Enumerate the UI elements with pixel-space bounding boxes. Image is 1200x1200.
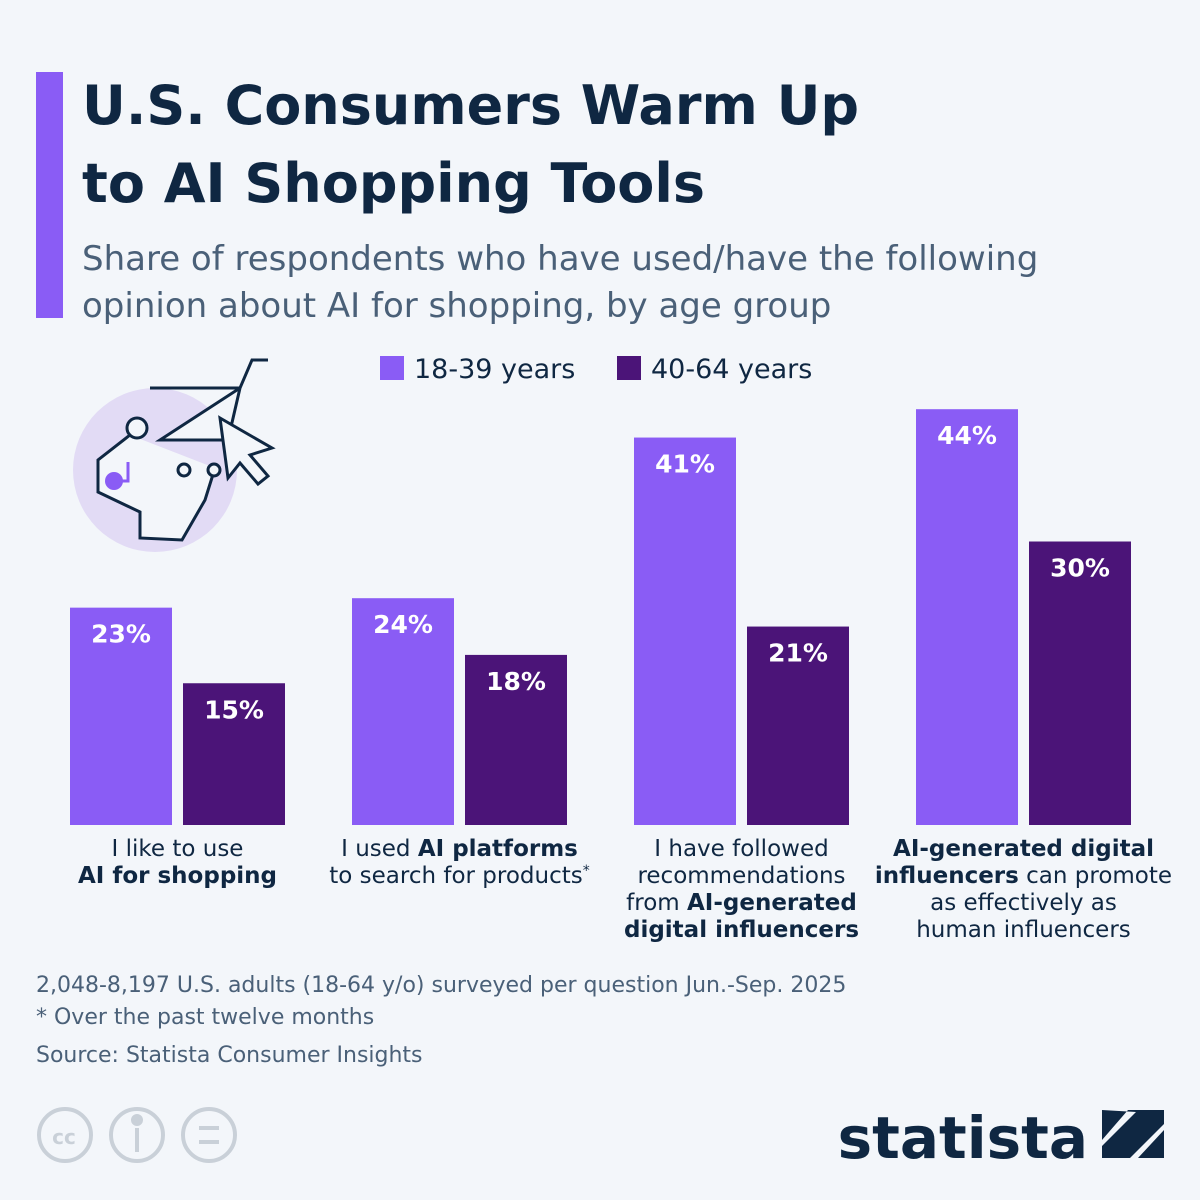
value-label: 41% — [655, 450, 715, 479]
brand-logo: statista — [838, 1104, 1088, 1172]
bar — [747, 626, 849, 825]
category-label-part: I like to use — [112, 836, 244, 862]
category-label-part: to search for products — [329, 863, 583, 889]
value-label: 44% — [937, 421, 997, 450]
value-label: 24% — [373, 610, 433, 639]
legend-swatch — [380, 356, 404, 380]
bar — [465, 654, 567, 825]
category-label: from AI-generated — [626, 890, 857, 916]
category-label: as effectively as — [930, 890, 1117, 916]
footnote: * Over the past twelve months — [36, 1005, 374, 1030]
bar — [352, 598, 454, 825]
license-icons — [37, 1107, 237, 1163]
category-label: AI-generated digital — [893, 836, 1154, 862]
category-label: I like to use — [112, 836, 244, 862]
bar — [70, 607, 172, 825]
legend-swatch — [617, 356, 641, 380]
brand-mark — [1102, 1110, 1164, 1158]
value-label: 18% — [486, 667, 546, 696]
category-label-part: from — [626, 890, 687, 916]
chart-subtitle: opinion about AI for shopping, by age gr… — [82, 286, 831, 326]
cc-text: cc — [52, 1125, 76, 1149]
category-label: I used AI platforms — [341, 836, 578, 862]
category-label-part: AI for shopping — [78, 863, 277, 889]
value-label: 21% — [768, 639, 828, 668]
legend-label: 18-39 years — [414, 354, 575, 385]
category-label: influencers can promote — [875, 863, 1172, 889]
legend-label: 40-64 years — [651, 354, 812, 385]
category-label-part: I used — [341, 836, 418, 862]
category-label-part: * — [583, 863, 590, 879]
illustration — [73, 358, 276, 552]
category-label-part: recommendations — [637, 863, 845, 889]
category-label: digital influencers — [624, 917, 859, 943]
category-label: human influencers — [916, 917, 1131, 943]
category-label-part: AI platforms — [418, 836, 578, 862]
value-label: 23% — [91, 620, 151, 649]
category-label: to search for products* — [329, 863, 590, 889]
value-label: 30% — [1050, 554, 1110, 583]
accent-bar — [36, 72, 63, 318]
category-label-part: human influencers — [916, 917, 1131, 943]
bar — [634, 437, 736, 825]
chart-subtitle: Share of respondents who have used/have … — [82, 239, 1038, 279]
footnote: Source: Statista Consumer Insights — [36, 1043, 423, 1068]
category-label-part: can promote — [1019, 863, 1172, 889]
category-label: I have followed — [654, 836, 828, 862]
category-label-part: AI-generated — [687, 890, 857, 916]
footnote: 2,048-8,197 U.S. adults (18-64 y/o) surv… — [36, 973, 846, 998]
category-label-part: I have followed — [654, 836, 828, 862]
category-label-part: digital influencers — [624, 917, 859, 943]
bar — [183, 683, 285, 825]
category-label-part: influencers — [875, 863, 1019, 889]
category-label-part: AI-generated digital — [893, 836, 1154, 862]
value-label: 15% — [204, 695, 264, 724]
bar — [916, 409, 1018, 825]
bar — [1029, 541, 1131, 825]
category-label: AI for shopping — [78, 863, 277, 889]
chart-title: U.S. Consumers Warm Up — [82, 74, 859, 137]
chart-title: to AI Shopping Tools — [82, 152, 705, 215]
category-label: recommendations — [637, 863, 845, 889]
category-label-part: as effectively as — [930, 890, 1117, 916]
